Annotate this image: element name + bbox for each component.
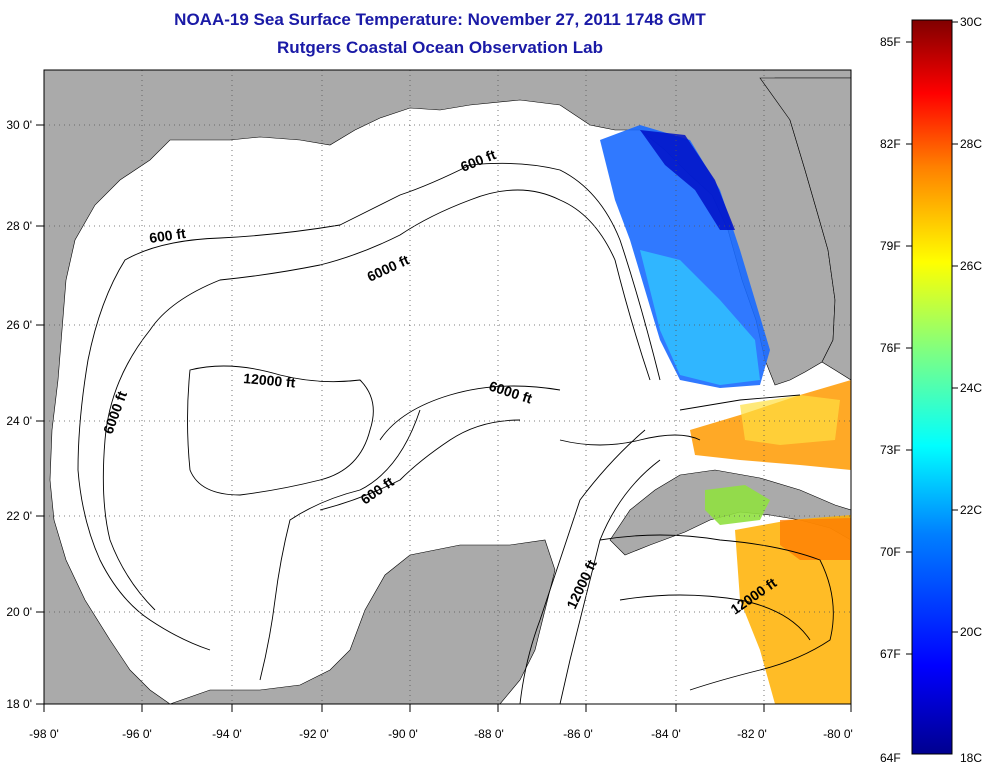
colorbar-f-label: 73F	[880, 443, 901, 457]
lon-tick-label: -90 0'	[388, 727, 418, 741]
lon-tick-label: -92 0'	[299, 727, 329, 741]
lon-tick-label: -94 0'	[212, 727, 242, 741]
land-yucatan	[169, 539, 556, 704]
colorbar-f-label: 70F	[880, 545, 901, 559]
map-frame	[43, 69, 852, 705]
contour-label-600ft-west: 600 ft	[148, 225, 187, 246]
lat-tick-label: 22 0'	[6, 509, 32, 523]
colorbar-c-label: 26C	[960, 259, 982, 273]
colorbar	[911, 19, 953, 755]
sst-caribbean	[735, 515, 851, 704]
contour-label-12000ft-basin: 12000 ft	[243, 370, 297, 391]
sst-cuba-green	[705, 485, 770, 525]
lat-tick-label: 30 0'	[6, 118, 32, 132]
colorbar-f-label: 76F	[880, 341, 901, 355]
colorbar-c-label: 24C	[960, 381, 982, 395]
bathymetry-contours	[77, 162, 834, 704]
lon-tick-label: -82 0'	[737, 727, 767, 741]
colorbar-f-label: 79F	[880, 239, 901, 253]
graticule	[44, 70, 851, 704]
map-subtitle: Rutgers Coastal Ocean Observation Lab	[277, 38, 603, 57]
lat-tick-label: 28 0'	[6, 219, 32, 233]
colorbar-ticks	[906, 21, 958, 655]
sst-caribbean-warm	[780, 518, 851, 560]
sst-florida-shelf-cold	[640, 130, 735, 230]
axis-ticks	[36, 124, 852, 712]
lon-tick-label: -84 0'	[651, 727, 681, 741]
lat-tick-label: 26 0'	[6, 318, 32, 332]
colorbar-c-label: 30C	[960, 15, 982, 29]
land-florida	[759, 77, 851, 381]
colorbar-c-label: 18C	[960, 751, 982, 765]
lon-tick-label: -98 0'	[29, 727, 59, 741]
colorbar-c-label: 28C	[960, 137, 982, 151]
map-title: NOAA-19 Sea Surface Temperature: Novembe…	[174, 10, 706, 29]
colorbar-c-label: 20C	[960, 625, 982, 639]
lon-tick-label: -88 0'	[474, 727, 504, 741]
sst-straits-yellow	[740, 395, 840, 445]
lat-tick-label: 20 0'	[6, 605, 32, 619]
colorbar-f-label: 67F	[880, 647, 901, 661]
lat-tick-label: 24 0'	[6, 414, 32, 428]
colorbar-f-label: 82F	[880, 137, 901, 151]
sst-florida-shelf-cyan	[640, 250, 760, 385]
lon-tick-label: -86 0'	[563, 727, 593, 741]
colorbar-c-label: 22C	[960, 503, 982, 517]
lon-tick-label: -80 0'	[823, 727, 853, 741]
colorbar-f-label: 85F	[880, 35, 901, 49]
colorbar-f-label: 64F	[880, 751, 901, 765]
lat-tick-label: 18 0'	[6, 697, 32, 711]
lon-tick-label: -96 0'	[122, 727, 152, 741]
